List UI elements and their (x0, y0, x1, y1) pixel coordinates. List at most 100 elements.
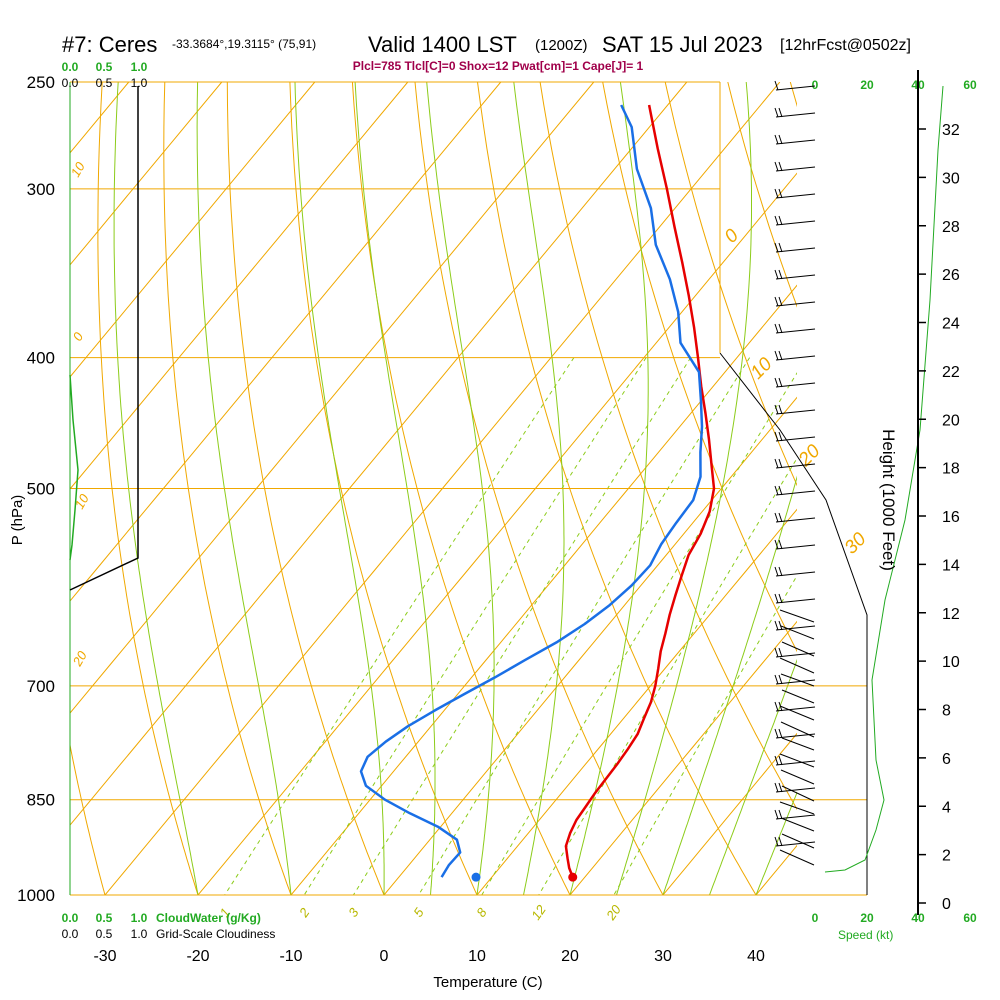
x-tick-label: 30 (654, 948, 672, 965)
wind-speed-label: Speed (kt) (838, 928, 893, 942)
dry-adiabat-line (70, 742, 106, 895)
valid-date: SAT 15 Jul 2023 (602, 32, 763, 57)
dry-adiabat-line (602, 82, 797, 653)
wind-barb-flag (774, 134, 779, 145)
wind-barb-staff (775, 544, 816, 550)
wind-barb-low (780, 721, 815, 738)
zulu-time: (1200Z) (535, 37, 588, 54)
wind-barb-flag (774, 269, 779, 280)
cloudwater-tick-bottom: 0.5 (96, 911, 113, 925)
speed-tick-bottom: 20 (860, 911, 874, 925)
wind-barb-flag (778, 269, 783, 280)
height-tick-label: 18 (942, 461, 960, 478)
wind-barb-staff (775, 166, 816, 172)
speed-tick-top: 20 (860, 78, 874, 92)
x-axis-title: Temperature (C) (433, 974, 542, 991)
wind-barb (774, 755, 816, 766)
wind-barb-flag (778, 728, 783, 739)
cloudwater-curve (69, 374, 79, 561)
height-tick-label: 2 (942, 848, 951, 865)
wind-barb-staff (775, 112, 816, 118)
wind-barb-staff (775, 463, 816, 469)
wind-barb-flag (774, 458, 779, 469)
wind-barb-flag (778, 593, 783, 604)
height-tick-label: 0 (942, 896, 951, 913)
wind-barb-flag (778, 782, 783, 793)
wind-barb-low (780, 673, 815, 687)
wind-barb-staff (775, 490, 816, 496)
dry-adiabat-label: 20 (69, 648, 90, 670)
isotherm-line (383, 396, 797, 895)
moist-adiabat-line (196, 82, 292, 895)
cloudiness-curve (69, 86, 139, 591)
wind-barb (774, 134, 816, 145)
moist-adiabat-line (616, 82, 752, 895)
height-tick-label: 30 (942, 170, 960, 187)
wind-barb-staff (775, 409, 816, 415)
wind-barb-flag (774, 755, 779, 766)
moist-adiabat-line (755, 791, 797, 895)
wind-barb-flag (774, 377, 779, 388)
wind-barb-flag (778, 107, 783, 118)
wind-barb-flag (774, 782, 779, 793)
wind-barb-flag (778, 458, 783, 469)
cloudiness-tick-top: 0.5 (96, 76, 113, 90)
speed-tick-bottom: 60 (963, 911, 977, 925)
cloudwater-tick-top: 1.0 (131, 60, 148, 74)
wind-barb (774, 593, 816, 604)
sounding-parameters: Plcl=785 Tlcl[C]=0 Shox=12 Pwat[cm]=1 Ca… (353, 59, 644, 73)
dry-adiabat-line (163, 82, 292, 895)
moist-adiabat-line (569, 82, 649, 895)
moist-adiabat-line (354, 82, 436, 895)
moist-adiabat-line (426, 82, 495, 895)
wind-barb-flag (778, 647, 783, 658)
axis-layer: -30 -20 -10 0 10 20 30 402503004005007008501000… (17, 70, 960, 965)
height-tick-label: 24 (942, 316, 960, 333)
cloudwater-tick-bottom: 0.0 (62, 911, 79, 925)
wind-barb (774, 836, 816, 847)
wind-barb-low (781, 785, 815, 802)
cloud-panel: 0.0 0.0 0.0 0.0 0.5 0.5 0.5 0.5 1.0 1.0 1.0 1.0 (62, 60, 148, 941)
wind-barb-flag (774, 296, 779, 307)
x-tick-label: 0 (380, 948, 389, 965)
dry-adiabat-line (351, 82, 571, 895)
x-tick-label: 20 (561, 948, 579, 965)
wind-barb (774, 350, 816, 361)
mixing-ratio-line (538, 457, 797, 895)
wind-barb-flag (774, 701, 779, 712)
wind-barb-staff (775, 328, 816, 334)
wind-barb-staff (775, 625, 816, 631)
wind-barb-staff (775, 193, 816, 199)
dewpoint-line (359, 104, 704, 878)
cloudiness-tick-bottom: 1.0 (131, 927, 148, 941)
wind-barb (774, 485, 816, 496)
valid-time: Valid 1400 LST (368, 32, 517, 57)
height-tick-label: 12 (942, 606, 960, 623)
wind-barb (774, 674, 816, 685)
pressure-tick-label: 300 (27, 180, 55, 199)
height-tick-label: 6 (942, 751, 951, 768)
wind-barb-flag (778, 539, 783, 550)
wind-barb-low (779, 705, 815, 721)
wind-barb-flag (778, 431, 783, 442)
dry-adiabat-line (289, 82, 478, 895)
wind-panel: 00202040406060 (774, 78, 977, 925)
isotherm-line (70, 82, 688, 826)
pressure-tick-label: 400 (27, 349, 55, 368)
wind-barb-flag (778, 512, 783, 523)
isotherm-line (70, 82, 502, 602)
wind-barb (774, 458, 816, 469)
wind-barb-flag (778, 377, 783, 388)
wind-barb-staff (775, 598, 816, 604)
wind-barb-staff (775, 841, 816, 847)
moist-adiabat-line (513, 82, 565, 895)
wind-barb-flag (774, 215, 779, 226)
wind-barb-flag (774, 809, 779, 820)
moist-adiabat-line (113, 82, 199, 895)
wind-barb-flag (774, 161, 779, 172)
right-boundary-line (719, 352, 868, 895)
wind-barb-staff (775, 787, 816, 793)
forecast-label: [12hrFcst@0502z] (780, 37, 911, 54)
wind-barb-flag (778, 161, 783, 172)
